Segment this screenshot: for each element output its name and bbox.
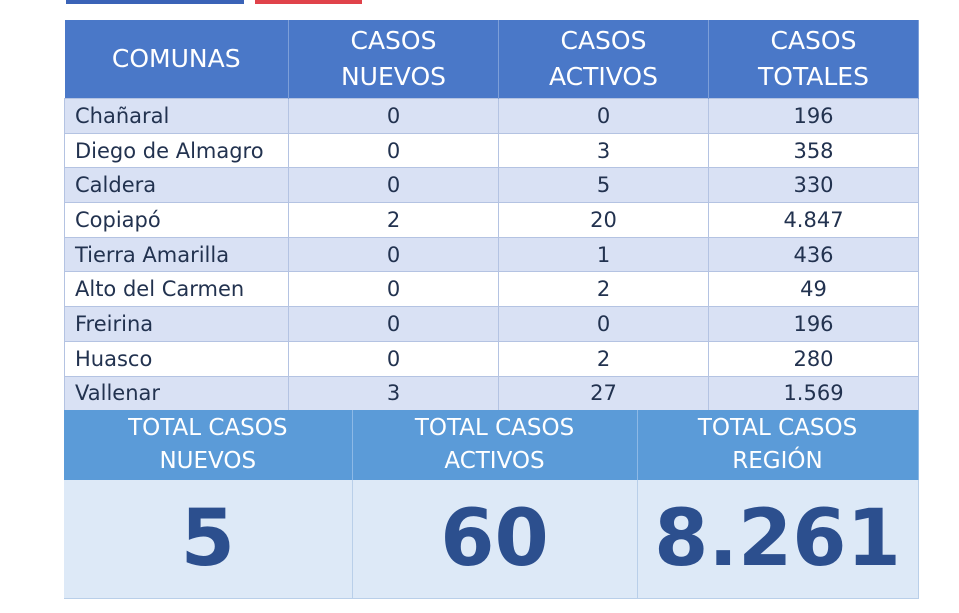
table-body: Chañaral 0 0 196 Diego de Almagro 0 3 358 Calder… bbox=[64, 98, 919, 412]
commune-name: Diego de Almagro bbox=[64, 132, 289, 169]
case-count: 1.569 bbox=[708, 375, 919, 412]
case-count: 0 bbox=[498, 306, 709, 342]
case-count: 3 bbox=[288, 375, 499, 412]
case-count: 0 bbox=[288, 98, 499, 134]
commune-name: Alto del Carmen bbox=[64, 271, 289, 308]
table-row: Huasco 0 2 280 bbox=[64, 340, 919, 377]
commune-name: Freirina bbox=[64, 306, 289, 342]
header-row: COMUNAS CASOS NUEVOS CASOS ACTIVOS CASOS TO… bbox=[64, 20, 919, 99]
table-row: Tierra Amarilla 0 1 436 bbox=[64, 236, 919, 273]
totals-header-row: TOTAL CASOS NUEVOS TOTAL CASOS ACTIVOS TOT… bbox=[64, 410, 919, 480]
total-value: 60 bbox=[352, 480, 638, 599]
commune-name: Caldera bbox=[64, 167, 289, 204]
case-count: 1 bbox=[498, 236, 709, 273]
table-row: Copiapó 2 20 4.847 bbox=[64, 202, 919, 238]
case-count: 280 bbox=[708, 340, 919, 377]
total-value: 5 bbox=[64, 480, 353, 599]
table-row: Diego de Almagro 0 3 358 bbox=[64, 132, 919, 169]
case-count: 2 bbox=[498, 340, 709, 377]
case-count: 5 bbox=[498, 167, 709, 204]
case-count: 0 bbox=[498, 98, 709, 134]
column-header: CASOS NUEVOS bbox=[288, 20, 499, 99]
table-row: Caldera 0 5 330 bbox=[64, 167, 919, 204]
totals-table: TOTAL CASOS NUEVOS TOTAL CASOS ACTIVOS TOT… bbox=[64, 410, 919, 599]
cases-table: COMUNAS CASOS NUEVOS CASOS ACTIVOS CASOS TO… bbox=[64, 20, 919, 412]
commune-name: Chañaral bbox=[64, 98, 289, 134]
column-header: COMUNAS bbox=[64, 20, 289, 99]
case-count: 330 bbox=[708, 167, 919, 204]
case-count: 2 bbox=[498, 271, 709, 308]
case-count: 358 bbox=[708, 132, 919, 169]
commune-name: Tierra Amarilla bbox=[64, 236, 289, 273]
case-count: 196 bbox=[708, 98, 919, 134]
case-count: 436 bbox=[708, 236, 919, 273]
case-count: 2 bbox=[288, 202, 499, 238]
case-count: 20 bbox=[498, 202, 709, 238]
case-count: 49 bbox=[708, 271, 919, 308]
case-count: 0 bbox=[288, 167, 499, 204]
case-count: 0 bbox=[288, 236, 499, 273]
totals-value-row: 5 60 8.261 bbox=[64, 480, 919, 599]
case-count: 0 bbox=[288, 340, 499, 377]
case-count: 0 bbox=[288, 132, 499, 169]
total-label: TOTAL CASOS NUEVOS bbox=[64, 410, 353, 480]
case-count: 196 bbox=[708, 306, 919, 342]
column-header: CASOS ACTIVOS bbox=[498, 20, 709, 99]
case-count: 3 bbox=[498, 132, 709, 169]
decor-bar bbox=[66, 0, 244, 4]
total-label: TOTAL CASOS REGIÓN bbox=[637, 410, 919, 480]
table-row: Alto del Carmen 0 2 49 bbox=[64, 271, 919, 308]
commune-name: Vallenar bbox=[64, 375, 289, 412]
case-count: 0 bbox=[288, 271, 499, 308]
commune-name: Copiapó bbox=[64, 202, 289, 238]
table-row: Chañaral 0 0 196 bbox=[64, 98, 919, 134]
table-row: Freirina 0 0 196 bbox=[64, 306, 919, 342]
decor-bar bbox=[255, 0, 362, 4]
case-count: 27 bbox=[498, 375, 709, 412]
case-count: 0 bbox=[288, 306, 499, 342]
commune-name: Huasco bbox=[64, 340, 289, 377]
column-header: CASOS TOTALES bbox=[708, 20, 919, 99]
total-value: 8.261 bbox=[637, 480, 919, 599]
table-row: Vallenar 3 27 1.569 bbox=[64, 375, 919, 412]
total-label: TOTAL CASOS ACTIVOS bbox=[352, 410, 638, 480]
case-count: 4.847 bbox=[708, 202, 919, 238]
